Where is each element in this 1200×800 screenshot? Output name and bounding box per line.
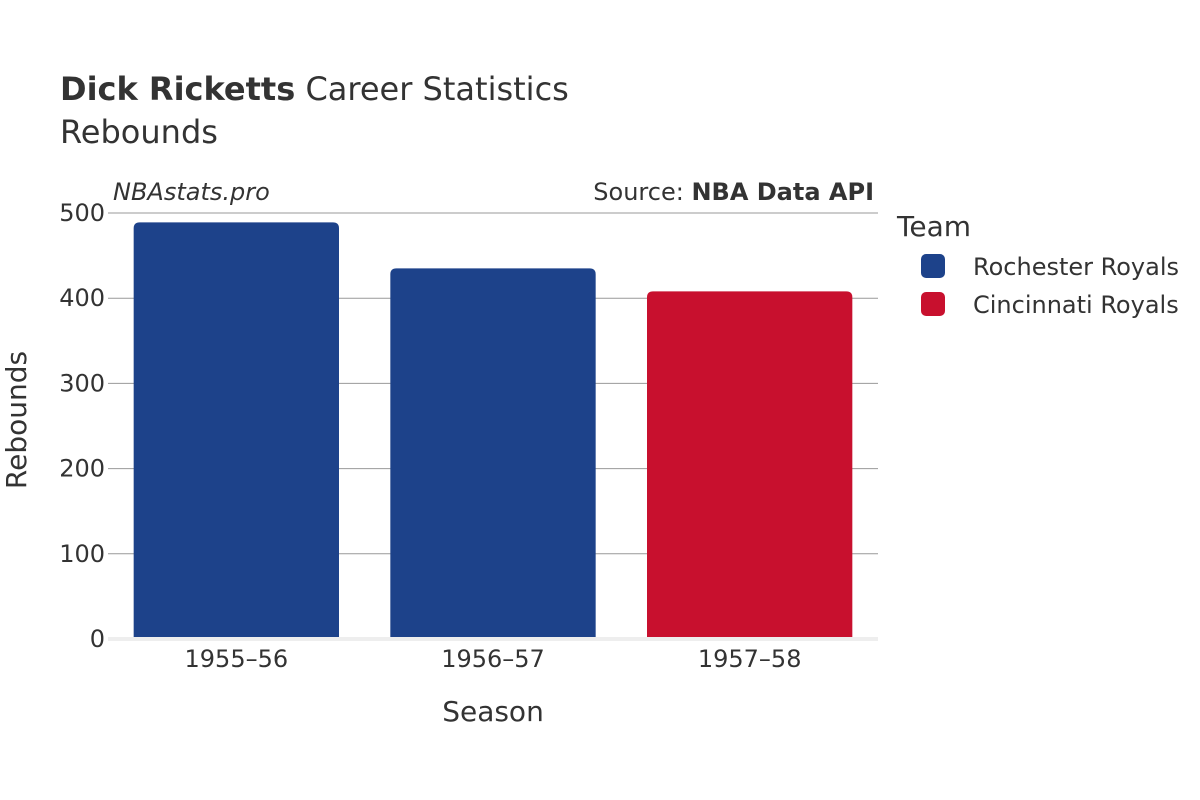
chart-subtitle: Rebounds xyxy=(60,113,218,151)
x-tick-label: 1957–58 xyxy=(698,645,802,673)
x-tick-label: 1956–57 xyxy=(441,645,545,673)
x-tick-label: 1955–56 xyxy=(185,645,289,673)
y-tick-label: 0 xyxy=(90,625,105,653)
legend-item-label[interactable]: Cincinnati Royals xyxy=(973,291,1179,319)
bar-1957–58[interactable] xyxy=(647,291,853,639)
bars xyxy=(133,222,853,639)
legend-item-label[interactable]: Rochester Royals xyxy=(973,253,1179,281)
legend-title: Team xyxy=(896,210,971,243)
y-axis-ticks: 0 100 200 300 400 500 xyxy=(59,199,105,653)
source-prefix: Source: xyxy=(593,178,691,206)
legend-swatch xyxy=(921,254,945,278)
chart-title: Dick Ricketts Career Statistics xyxy=(60,70,569,108)
legend: Rochester Royals Cincinnati Royals xyxy=(921,253,1179,319)
y-tick-label: 100 xyxy=(59,540,105,568)
x-axis-title: Season xyxy=(442,695,544,728)
bar-1955–56[interactable] xyxy=(133,222,339,639)
x-axis-ticks: 1955–56 1956–57 1957–58 xyxy=(185,645,802,673)
chart-title-name: Dick Ricketts xyxy=(60,70,295,108)
bar-1956–57[interactable] xyxy=(390,268,596,639)
y-tick-label: 400 xyxy=(59,284,105,312)
y-axis-title: Rebounds xyxy=(0,351,33,489)
legend-swatch xyxy=(921,292,945,316)
y-tick-label: 200 xyxy=(59,455,105,483)
y-tick-label: 500 xyxy=(59,199,105,227)
y-tick-label: 300 xyxy=(59,369,105,397)
chart-title-suffix: Career Statistics xyxy=(295,70,569,108)
source-name: NBA Data API xyxy=(691,178,874,206)
source-label: Source: NBA Data API xyxy=(593,178,874,206)
brand-label: NBAstats.pro xyxy=(113,178,270,206)
